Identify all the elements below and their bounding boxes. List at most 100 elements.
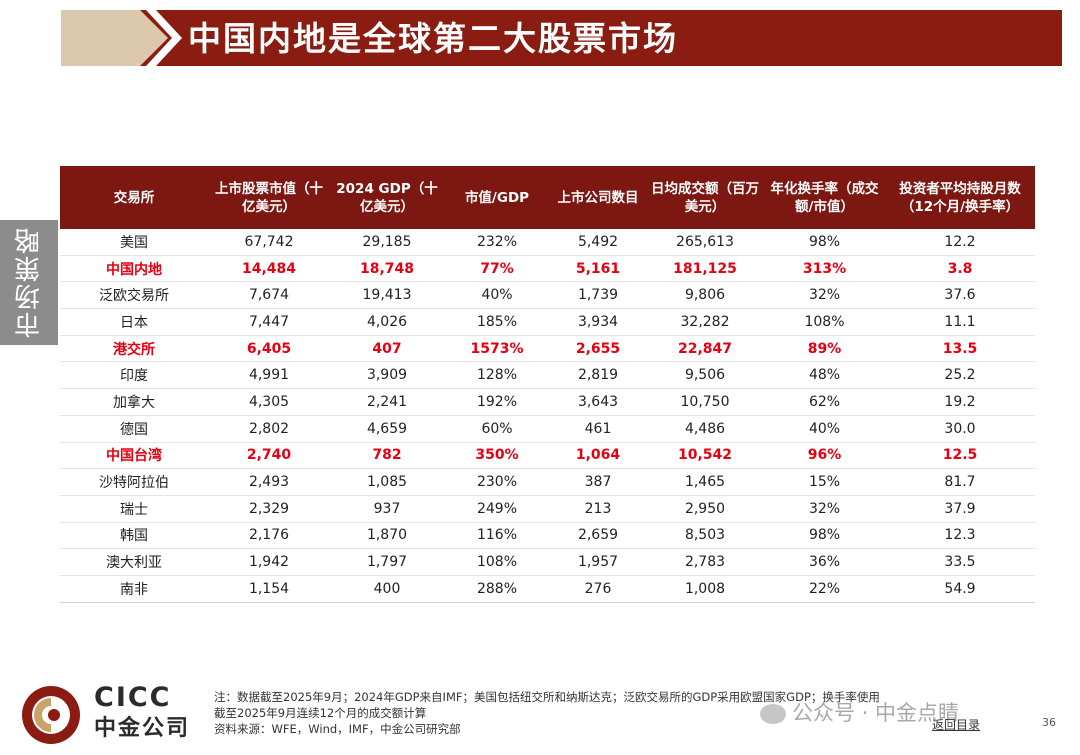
table-row: 港交所 6,405 407 1573% 2,655 22,847 89% 13.5 [60, 335, 1035, 363]
table-cell: 1,870 [330, 522, 444, 550]
exchange-table: 交易所 上市股票市值（十亿美元） 2024 GDP（十亿美元） 市值/GDP 上市公司数… [60, 166, 1035, 603]
table-cell: 60% [444, 415, 550, 443]
table-cell: 2,819 [550, 361, 646, 390]
note-line-2: 截至2025年9月连续12个月的成交额计算 [214, 706, 427, 720]
table-cell: 32,282 [646, 308, 764, 336]
table-cell: 40% [444, 281, 550, 310]
note-line-1: 注：数据截至2025年9月；2024年GDP来自IMF；美国包括纽交所和纳斯达克… [214, 690, 880, 704]
exchange-name-cell: 瑞士 [60, 495, 208, 523]
table-cell: 288% [444, 575, 550, 603]
table-cell: 213 [550, 495, 646, 523]
table-cell: 2,659 [550, 522, 646, 550]
table-cell: 19.2 [885, 388, 1035, 416]
table-cell: 3,909 [330, 361, 444, 390]
table-row: 美国 67,742 29,185 232% 5,492 265,613 98% 12.2 [60, 229, 1035, 256]
exchange-name-cell: 日本 [60, 308, 208, 336]
table-cell: 30.0 [885, 415, 1035, 443]
table-cell: 5,161 [550, 255, 646, 283]
table-header-row: 交易所 上市股票市值（十亿美元） 2024 GDP（十亿美元） 市值/GDP 上市公司数… [60, 166, 1035, 229]
table-cell: 1,739 [550, 281, 646, 310]
table-cell: 2,740 [208, 442, 330, 470]
back-to-contents-link[interactable]: 返回目录 [932, 718, 981, 732]
table-row: 加拿大 4,305 2,241 192% 3,643 10,750 62% 19.2 [60, 388, 1035, 416]
table-cell: 4,305 [208, 388, 330, 416]
exchange-name-cell: 南非 [60, 575, 208, 603]
table-cell: 37.6 [885, 281, 1035, 310]
column-header: 年化换手率（成交额/市值） [764, 166, 885, 229]
table-cell: 1,064 [550, 442, 646, 470]
source-line: 资料来源：WFE，Wind，IMF，中金公司研究部 [214, 722, 461, 736]
table-cell: 89% [764, 335, 885, 363]
table-cell: 8,503 [646, 522, 764, 550]
table-cell: 4,486 [646, 415, 764, 443]
table-cell: 7,447 [208, 308, 330, 336]
column-header: 日均成交额（百万美元） [646, 166, 764, 229]
table-cell: 2,783 [646, 548, 764, 576]
table-cell: 67,742 [208, 229, 330, 256]
table-cell: 461 [550, 415, 646, 443]
exchange-name-cell: 澳大利亚 [60, 548, 208, 576]
table-cell: 1,085 [330, 468, 444, 496]
table-cell: 1,942 [208, 548, 330, 576]
table-cell: 1,957 [550, 548, 646, 576]
table-cell: 10,750 [646, 388, 764, 416]
table-cell: 4,026 [330, 308, 444, 336]
table-cell: 230% [444, 468, 550, 496]
table-cell: 54.9 [885, 575, 1035, 603]
table-cell: 15% [764, 468, 885, 496]
table-row: 印度 4,991 3,909 128% 2,819 9,506 48% 25.2 [60, 361, 1035, 390]
side-tab-label: 市场策略 [14, 226, 45, 339]
exchange-name-cell: 德国 [60, 415, 208, 443]
table-cell: 1,008 [646, 575, 764, 603]
table-cell: 249% [444, 495, 550, 523]
exchange-name-cell: 沙特阿拉伯 [60, 468, 208, 496]
table-cell: 12.5 [885, 442, 1035, 470]
logo-text-cn: 中金公司 [94, 716, 191, 741]
wechat-icon [760, 704, 786, 724]
table-row: 瑞士 2,329 937 249% 213 2,950 32% 37.9 [60, 495, 1035, 523]
table-cell: 108% [444, 548, 550, 576]
table-cell: 2,655 [550, 335, 646, 363]
table-cell: 9,506 [646, 361, 764, 390]
table-cell: 350% [444, 442, 550, 470]
table-cell: 2,329 [208, 495, 330, 523]
table-cell: 128% [444, 361, 550, 390]
table-row: 泛欧交易所 7,674 19,413 40% 1,739 9,806 32% 37.6 [60, 281, 1035, 310]
table-cell: 98% [764, 229, 885, 256]
table-row: 韩国 2,176 1,870 116% 2,659 8,503 98% 12.3 [60, 522, 1035, 550]
table-cell: 192% [444, 388, 550, 416]
column-header: 上市股票市值（十亿美元） [208, 166, 330, 229]
table-cell: 22% [764, 575, 885, 603]
table-cell: 32% [764, 281, 885, 310]
table-cell: 19,413 [330, 281, 444, 310]
column-header: 投资者平均持股月数（12个月/换手率） [885, 166, 1035, 229]
table-cell: 40% [764, 415, 885, 443]
exchange-name-cell: 港交所 [60, 335, 208, 363]
table-cell: 108% [764, 308, 885, 336]
table-cell: 81.7 [885, 468, 1035, 496]
column-header: 上市公司数目 [550, 166, 646, 229]
table-cell: 1,465 [646, 468, 764, 496]
table-cell: 33.5 [885, 548, 1035, 576]
table-cell: 37.9 [885, 495, 1035, 523]
table-row: 中国内地 14,484 18,748 77% 5,161 181,125 313% 3.8 [60, 255, 1035, 283]
table-cell: 400 [330, 575, 444, 603]
table-cell: 2,176 [208, 522, 330, 550]
table-cell: 2,950 [646, 495, 764, 523]
footnote: 注：数据截至2025年9月；2024年GDP来自IMF；美国包括纽交所和纳斯达克… [214, 689, 984, 737]
table-cell: 782 [330, 442, 444, 470]
table-cell: 13.5 [885, 335, 1035, 363]
watermark: 公众号 · 中金点睛 [760, 697, 959, 727]
table-cell: 77% [444, 255, 550, 283]
table-cell: 22,847 [646, 335, 764, 363]
table-cell: 12.3 [885, 522, 1035, 550]
table-cell: 36% [764, 548, 885, 576]
page-number: 36 [1042, 716, 1056, 729]
table-cell: 3,934 [550, 308, 646, 336]
table-cell: 3,643 [550, 388, 646, 416]
table-cell: 5,492 [550, 229, 646, 256]
table-row: 澳大利亚 1,942 1,797 108% 1,957 2,783 36% 33.5 [60, 548, 1035, 576]
exchange-name-cell: 美国 [60, 229, 208, 256]
table-cell: 12.2 [885, 229, 1035, 256]
table-cell: 10,542 [646, 442, 764, 470]
